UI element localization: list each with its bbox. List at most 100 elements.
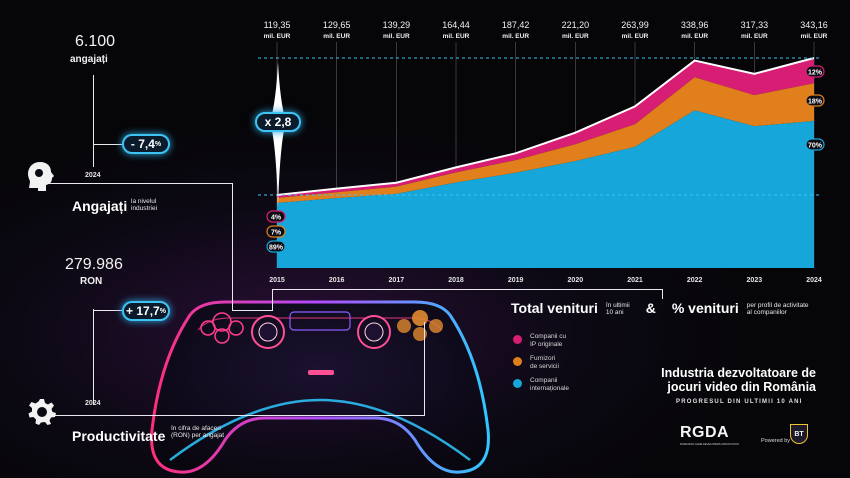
legend-label-line: Companii: [530, 377, 558, 384]
employees-subtitle-line: la nivelul: [131, 198, 157, 205]
employees-unit: angajați: [70, 54, 108, 65]
powered-by: Powered by: [761, 438, 791, 444]
total-unit-label: mil. EUR: [383, 33, 410, 40]
connector-line: [44, 415, 424, 416]
productivity-subtitle-line: (RON) per angajat: [171, 432, 225, 439]
multiplier-spike: [270, 62, 286, 207]
productivity-change-unit: %: [159, 307, 166, 315]
start-pct-ip-label: 4%: [271, 215, 282, 222]
x-tick-label: 2019: [508, 277, 524, 284]
total-unit-label: mil. EUR: [562, 33, 589, 40]
total-value-label: 119,35: [264, 20, 291, 30]
end-pct-services-label: 18%: [808, 99, 823, 106]
connector-line: [272, 289, 273, 311]
legend-label-line: de servicii: [530, 362, 559, 370]
legend-item: Companii cu IP originale: [513, 333, 590, 348]
rgda-logo: RGDA ROMANIAN GAME DEVELOPERS ASSOCIATIO…: [680, 424, 739, 446]
total-subtitle-line: 10 ani: [605, 309, 624, 316]
x-tick-label: 2015: [269, 277, 285, 284]
total-value-label: 343,16: [800, 20, 828, 30]
ampersand: &: [645, 300, 656, 316]
legend-item: Companii internaționale: [513, 377, 590, 392]
start-pct-international-badge: [266, 240, 286, 253]
end-pct-services-badge: [805, 94, 825, 107]
start-pct-services-label: 7%: [271, 230, 282, 237]
total-unit-label: mil. EUR: [323, 33, 350, 40]
end-pct-ip-badge: [805, 65, 825, 78]
total-unit-label: mil. EUR: [502, 33, 529, 40]
connector-line: [93, 75, 94, 167]
employees-change-value: - 7,4: [130, 137, 155, 151]
connector-line: [424, 322, 425, 416]
legend-label-line: IP originale: [530, 340, 563, 348]
percent-subtitle-line: per profil de activitate: [746, 302, 809, 309]
employees-change-unit: %: [154, 140, 162, 148]
chart-title-group: Total venituri în ultimii 10 ani & % ven…: [511, 300, 809, 316]
bt-wordmark: BT: [794, 430, 804, 438]
productivity-year: 2024: [85, 400, 101, 407]
total-unit-label: mil. EUR: [622, 33, 649, 40]
total-value-label: 221,20: [562, 20, 590, 30]
headline-line: jocuri video din România: [667, 380, 816, 394]
total-unit-label: mil. EUR: [264, 33, 291, 40]
connector-line: [93, 144, 123, 145]
x-tick-label: 2018: [448, 277, 464, 284]
employees-year: 2024: [85, 172, 101, 179]
total-unit-label: mil. EUR: [741, 33, 768, 40]
total-value-label: 187,42: [502, 20, 530, 30]
productivity-subtitle-line: în cifra de afaceri: [171, 425, 221, 432]
series-area-companii-internationale: [277, 110, 814, 268]
headline-tagline: PROGRESUL DIN ULTIMII 10 ANI: [676, 399, 803, 405]
end-pct-ip-label: 12%: [808, 70, 823, 77]
productivity-value: 279.986: [65, 256, 123, 273]
connector-line: [662, 289, 663, 299]
legend-swatch: [513, 335, 522, 344]
total-value-label: 317,33: [741, 20, 769, 30]
connector-line: [93, 309, 94, 404]
multiplier-pill: x 2,8: [255, 112, 301, 132]
rgda-subtitle: ROMANIAN GAME DEVELOPERS ASSOCIATION: [680, 443, 739, 446]
x-tick-label: 2021: [627, 277, 643, 284]
legend-label: Furnizori de servicii: [530, 355, 590, 370]
legend-swatch: [513, 357, 522, 366]
legend-label: Companii cu IP originale: [530, 333, 590, 348]
employees-title: Angajați: [72, 198, 128, 214]
start-pct-ip-badge: [266, 210, 286, 223]
percent-title: % venituri: [671, 300, 739, 316]
connector-line: [93, 310, 123, 311]
bt-logo: BT: [790, 424, 808, 444]
total-value-label: 338,96: [681, 20, 709, 30]
total-value-label: 139,29: [383, 20, 411, 30]
x-tick-label: 2022: [687, 277, 703, 284]
connector-line: [44, 183, 232, 184]
total-value-label: 164,44: [442, 20, 470, 30]
x-tick-label: 2020: [568, 277, 584, 284]
employees-value: 6.100: [75, 33, 116, 50]
x-tick-label: 2017: [389, 277, 405, 284]
legend-label-line: Furnizori: [530, 355, 556, 362]
end-pct-international-badge: [805, 138, 825, 151]
connector-line: [232, 310, 272, 311]
productivity-subtitle: în cifra de afaceri (RON) per angajat: [171, 425, 224, 439]
productivity-unit: RON: [80, 276, 103, 287]
revenue-area-chart: 119,35 mil. EUR 2015 129,65 mil. EUR 2016 139,…: [258, 20, 828, 284]
rgda-wordmark: RGDA: [680, 424, 730, 441]
connector-line: [232, 183, 233, 311]
total-unit-label: mil. EUR: [801, 33, 828, 40]
total-line: [276, 57, 815, 196]
legend-label-line: Companii cu: [530, 333, 567, 340]
productivity-title: Productivitate: [72, 428, 166, 444]
multiplier-value: x 2,8: [264, 115, 292, 129]
total-value-label: 129,65: [323, 20, 351, 30]
series-area-furnizori-servicii: [277, 77, 814, 204]
total-subtitle: în ultimii 10 ani: [606, 302, 630, 316]
gamepad-illustration: [150, 300, 490, 474]
employees-subtitle-line: industriei: [131, 205, 158, 212]
total-unit-label: mil. EUR: [681, 33, 708, 40]
legend-item: Furnizori de servicii: [513, 355, 590, 370]
x-tick-label: 2023: [747, 277, 763, 284]
legend-label-line: internaționale: [530, 384, 570, 392]
legend-swatch: [513, 379, 522, 388]
productivity-change-pill: + 17,7%: [122, 301, 170, 321]
x-tick-label: 2016: [329, 277, 345, 284]
